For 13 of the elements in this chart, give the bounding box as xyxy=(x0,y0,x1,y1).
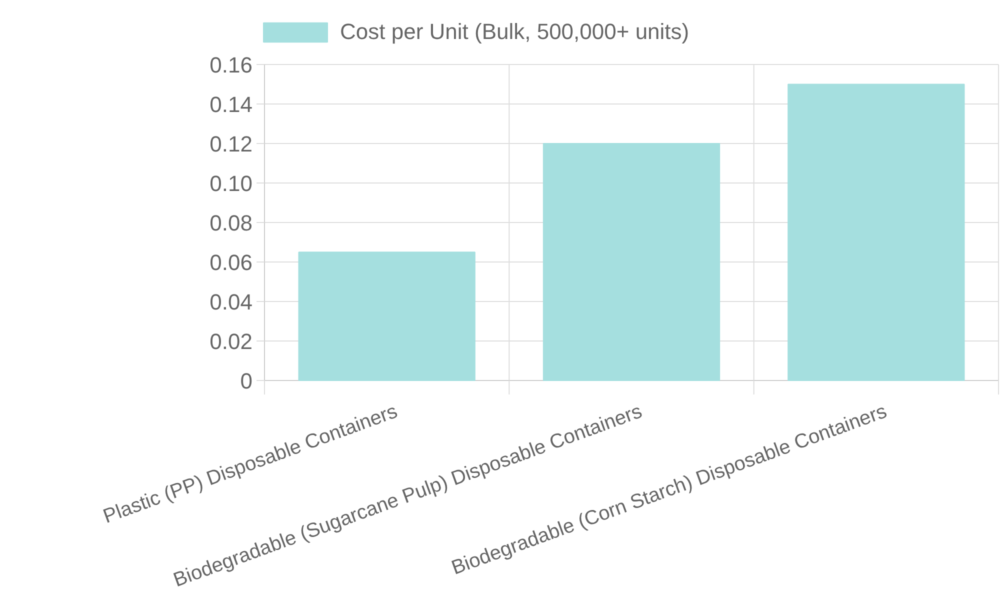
y-tick-label: 0.08 xyxy=(210,210,253,236)
y-tick-label: 0.10 xyxy=(210,171,253,196)
bar xyxy=(298,252,476,381)
y-tick-label: 0.12 xyxy=(210,132,253,156)
y-tick-label: 0.04 xyxy=(210,290,253,314)
bar xyxy=(542,143,720,381)
y-tick-label: 0.16 xyxy=(210,52,253,78)
y-tick-label: 0 xyxy=(240,368,253,394)
y-tick-label: 0.06 xyxy=(210,250,253,275)
legend-label: Cost per Unit (Bulk, 500,000+ units) xyxy=(340,19,690,45)
y-tick-label: 0.14 xyxy=(210,92,253,117)
bar xyxy=(788,84,965,381)
y-tick-label: 0.02 xyxy=(210,329,253,354)
